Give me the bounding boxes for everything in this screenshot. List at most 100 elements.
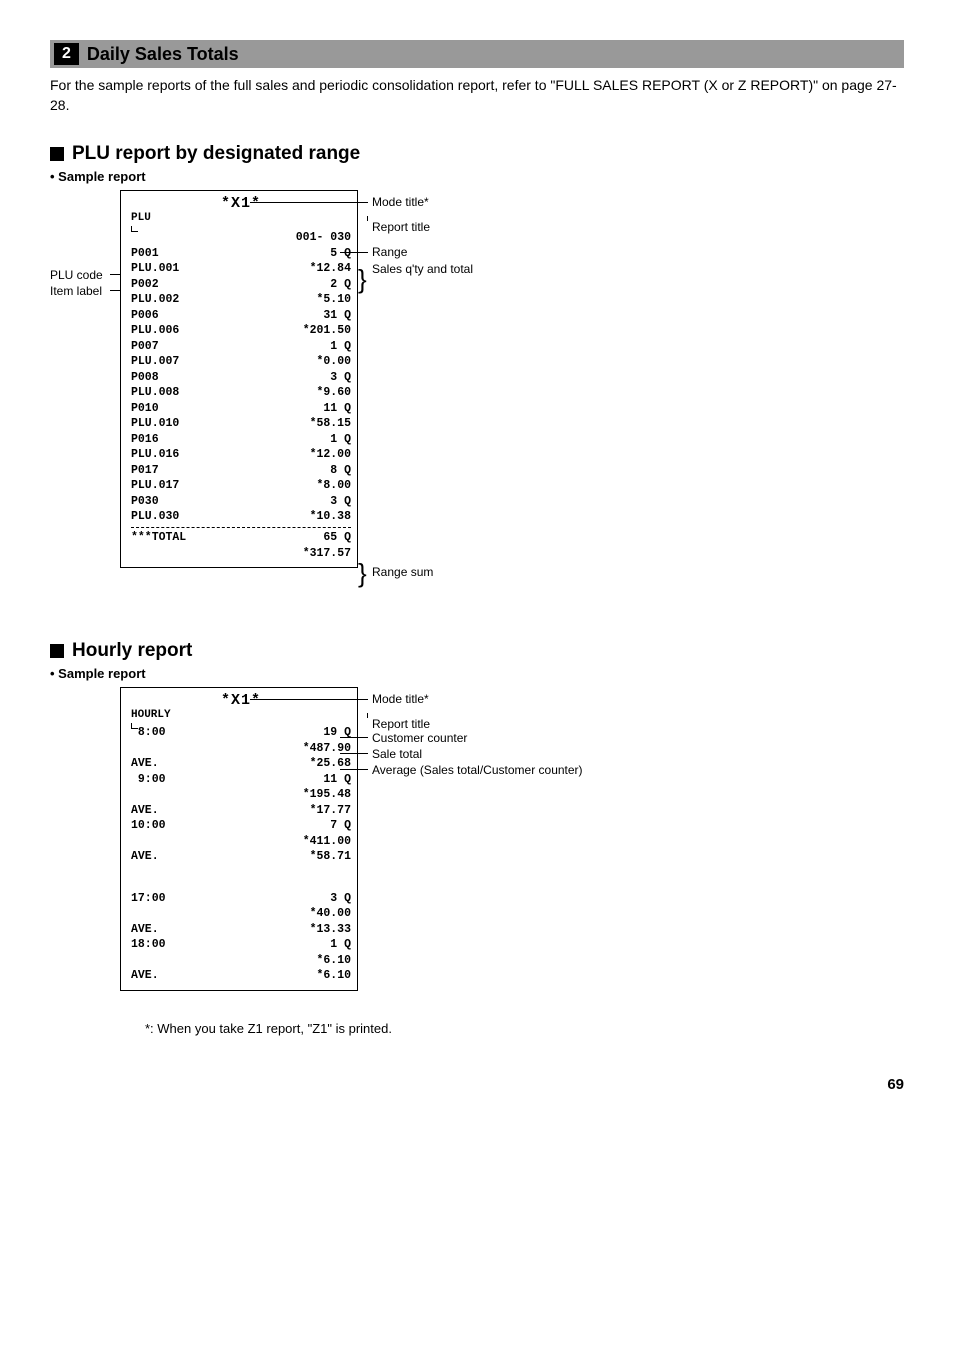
receipt-row: PLU.016*12.00 <box>131 447 351 463</box>
receipt-cell: PLU.017 <box>131 478 179 494</box>
hourly-report-title: HOURLY <box>131 709 351 721</box>
receipt-row: PLU.001*12.84 <box>131 261 351 277</box>
hourly-sample-label: • Sample report <box>50 666 904 681</box>
receipt-cell: *17.77 <box>310 803 351 819</box>
receipt-cell: 10:00 <box>131 818 166 834</box>
anno-customer-counter: Customer counter <box>372 731 467 745</box>
receipt-row: P0161 Q <box>131 432 351 448</box>
receipt-cell: AVE. <box>131 803 159 819</box>
anno-line <box>340 769 368 770</box>
anno-tick <box>367 713 368 718</box>
receipt-row: PLU.010*58.15 <box>131 416 351 432</box>
receipt-row: P00631 Q <box>131 308 351 324</box>
receipt-cell: PLU.006 <box>131 323 179 339</box>
receipt-cell: 5 Q <box>330 246 351 262</box>
section-header: 2 Daily Sales Totals <box>50 40 904 68</box>
page-number: 69 <box>50 1076 904 1093</box>
anno-sales-qty-text: Sales q'ty and total <box>372 262 473 276</box>
receipt-gap <box>120 870 358 884</box>
anno-line <box>340 252 368 253</box>
receipt-cell: *8.00 <box>316 478 351 494</box>
brace-icon: } <box>358 560 367 586</box>
anno-line <box>250 699 368 700</box>
plu-total-q: 65 Q <box>323 530 351 546</box>
plu-report-title: PLU <box>131 212 351 224</box>
receipt-cell: *5.10 <box>316 292 351 308</box>
plu-mode-title: *X1* <box>131 195 351 212</box>
anno-plu-code: PLU code <box>50 268 103 282</box>
receipt-row: P017 8 Q <box>131 463 351 479</box>
anno-average: Average (Sales total/Customer counter) <box>372 763 583 777</box>
receipt-cell: AVE. <box>131 849 159 865</box>
section-number: 2 <box>54 43 79 65</box>
receipt-cell: 17:00 <box>131 891 166 907</box>
receipt-row: *195.48 <box>131 787 351 803</box>
plu-range: 001- 030 <box>296 230 351 246</box>
receipt-row: AVE.*25.68 <box>131 756 351 772</box>
receipt-cell: PLU.030 <box>131 509 179 525</box>
receipt-cell: P017 <box>131 463 159 479</box>
receipt-row: PLU.006 *201.50 <box>131 323 351 339</box>
hourly-receipt-wrap: *X1* HOURLY 8:0019 Q*487.90AVE.*25.68 9:… <box>120 687 904 991</box>
receipt-row: P0083 Q <box>131 370 351 386</box>
receipt-cell: *12.00 <box>310 447 351 463</box>
subsection-hourly: Hourly report <box>50 640 904 662</box>
receipt-cell: P001 <box>131 246 159 262</box>
hourly-heading: Hourly report <box>72 640 192 662</box>
bullet-box-icon <box>50 147 64 161</box>
receipt-cell: AVE. <box>131 968 159 984</box>
anno-range: Range <box>372 245 407 259</box>
receipt-cell: PLU.008 <box>131 385 179 401</box>
receipt-cell: AVE. <box>131 922 159 938</box>
receipt-row: P001 5 Q <box>131 246 351 262</box>
receipt-cell: AVE. <box>131 756 159 772</box>
anno-hourly-mode: Mode title* <box>372 692 429 706</box>
receipt-row: P0303 Q <box>131 494 351 510</box>
receipt-cell: 11 Q <box>323 772 351 788</box>
receipt-cell: 1 Q <box>330 339 351 355</box>
anno-range-sum: Range sum <box>372 565 433 579</box>
receipt-cell: P010 <box>131 401 159 417</box>
receipt-cell: *201.50 <box>303 323 351 339</box>
receipt-cell: *6.10 <box>316 968 351 984</box>
receipt-row: 18:00 1 Q <box>131 937 351 953</box>
receipt-row: PLU.030 *10.38 <box>131 509 351 525</box>
receipt-row: *6.10 <box>131 953 351 969</box>
receipt-row: P0022 Q <box>131 277 351 293</box>
subsection-plu: PLU report by designated range <box>50 143 904 165</box>
receipt-row: *411.00 <box>131 834 351 850</box>
receipt-row: P007 1 Q <box>131 339 351 355</box>
intro-text: For the sample reports of the full sales… <box>50 76 904 115</box>
receipt-cell: 11 Q <box>323 401 351 417</box>
anno-line <box>340 737 368 738</box>
receipt-cell: *10.38 <box>310 509 351 525</box>
receipt-cell: P008 <box>131 370 159 386</box>
receipt-cell: PLU.007 <box>131 354 179 370</box>
receipt-row: 10:007 Q <box>131 818 351 834</box>
receipt-cell: *12.84 <box>310 261 351 277</box>
receipt-cell: 8 Q <box>330 463 351 479</box>
hourly-receipt-top: *X1* HOURLY 8:0019 Q*487.90AVE.*25.68 9:… <box>120 687 358 871</box>
receipt-cell: *58.71 <box>310 849 351 865</box>
anno-sales-qty: Sales q'ty and total <box>372 262 473 276</box>
receipt-cell: 1 Q <box>330 937 351 953</box>
receipt-row: PLU.017 *8.00 <box>131 478 351 494</box>
receipt-cell: 18:00 <box>131 937 166 953</box>
receipt-row: AVE. *58.71 <box>131 849 351 865</box>
hourly-report-title-text: HOURLY <box>131 709 171 721</box>
receipt-cell: PLU.002 <box>131 292 179 308</box>
receipt-cell: 9:00 <box>131 772 166 788</box>
receipt-cell: 31 Q <box>323 308 351 324</box>
receipt-row: PLU.007 *0.00 <box>131 354 351 370</box>
receipt-cell: P030 <box>131 494 159 510</box>
anno-line <box>250 202 368 203</box>
corner-mark <box>131 723 138 729</box>
receipt-cell: *13.33 <box>310 922 351 938</box>
receipt-cell: P007 <box>131 339 159 355</box>
receipt-cell: 19 Q <box>323 725 351 741</box>
receipt-cell: *0.00 <box>316 354 351 370</box>
receipt-row: AVE. *17.77 <box>131 803 351 819</box>
footnote: *: When you take Z1 report, "Z1" is prin… <box>145 1021 904 1036</box>
plu-total-amt: *317.57 <box>303 546 351 562</box>
receipt-row: 9:00 11 Q <box>131 772 351 788</box>
